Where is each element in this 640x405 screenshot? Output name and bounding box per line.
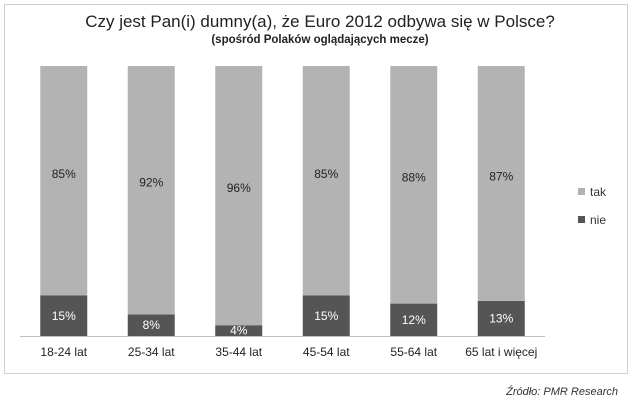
bar-tak-18-24-lat bbox=[40, 66, 88, 296]
chart-subtitle: (spośród Polaków oglądających mecze) bbox=[211, 34, 429, 46]
x-tick-label-25-34-lat: 25-34 lat bbox=[128, 345, 175, 359]
x-tick-label-65-lat-i-wi-cej: 65 lat i więcej bbox=[465, 345, 537, 359]
x-axis: 18-24 lat 25-34 lat 35-44 lat 45-54 lat 55-6… bbox=[20, 336, 545, 359]
data-label-nie-25-34-lat: 8% bbox=[143, 318, 161, 332]
x-tick-label-35-44-lat: 35-44 lat bbox=[215, 345, 262, 359]
legend-swatch-tak bbox=[578, 188, 585, 195]
data-label-tak-35-44-lat: 96% bbox=[227, 181, 251, 195]
data-label-tak-45-54-lat: 85% bbox=[314, 167, 338, 181]
bar-tak-25-34-lat bbox=[127, 66, 175, 315]
data-label-nie-18-24-lat: 15% bbox=[52, 309, 76, 323]
bar-nie-45-54-lat bbox=[302, 295, 350, 336]
bar-tak-65-lat-i-wi-cej bbox=[477, 66, 525, 301]
x-tick-label-18-24-lat: 18-24 lat bbox=[40, 345, 87, 359]
data-label-tak-25-34-lat: 92% bbox=[139, 176, 163, 190]
bar-tak-35-44-lat bbox=[215, 66, 263, 326]
data-label-tak-18-24-lat: 85% bbox=[52, 167, 76, 181]
bar-nie-25-34-lat bbox=[127, 314, 175, 336]
data-label-nie-35-44-lat: 4% bbox=[230, 324, 248, 338]
bar-nie-55-64-lat bbox=[390, 303, 438, 336]
legend-swatch-nie bbox=[578, 216, 585, 223]
bar-tak-55-64-lat bbox=[390, 66, 438, 304]
data-label-nie-65-lat-i-wi-cej: 13% bbox=[489, 311, 513, 325]
source-note: Źródło: PMR Research bbox=[506, 386, 618, 398]
bar-nie-18-24-lat bbox=[40, 295, 88, 336]
bars-group: 15% 85% 8% 92% 4% 96% 15% 85% 12% 88% 13% 87% bbox=[40, 66, 525, 338]
data-label-tak-55-64-lat: 88% bbox=[402, 171, 426, 185]
data-label-tak-65-lat-i-wi-cej: 87% bbox=[489, 169, 513, 183]
bar-nie-65-lat-i-wi-cej bbox=[477, 300, 525, 336]
data-label-nie-45-54-lat: 15% bbox=[314, 309, 338, 323]
bar-tak-45-54-lat bbox=[302, 66, 350, 296]
chart-title: Czy jest Pan(i) dumny(a), że Euro 2012 o… bbox=[85, 12, 555, 31]
legend-label-tak: tak bbox=[590, 185, 607, 199]
legend-label-nie: nie bbox=[590, 213, 606, 227]
legend: tak nie bbox=[578, 185, 607, 227]
x-tick-label-55-64-lat: 55-64 lat bbox=[390, 345, 437, 359]
data-label-nie-55-64-lat: 12% bbox=[402, 313, 426, 327]
bar-nie-35-44-lat bbox=[215, 325, 263, 336]
x-tick-label-45-54-lat: 45-54 lat bbox=[303, 345, 350, 359]
